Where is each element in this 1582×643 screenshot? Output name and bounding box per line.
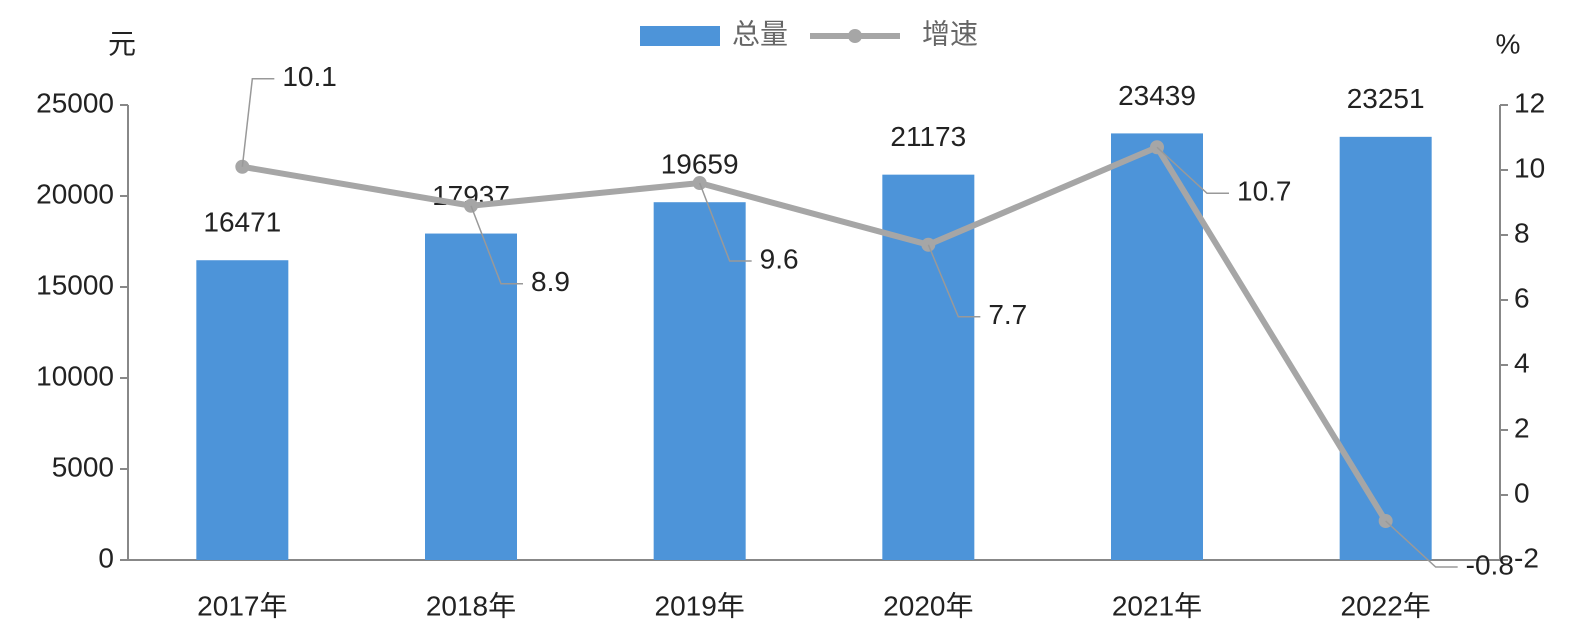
bar-value-label: 21173 bbox=[890, 121, 966, 152]
bar bbox=[1111, 133, 1203, 560]
y2-tick-label: 6 bbox=[1514, 282, 1530, 313]
bar-value-label: 23439 bbox=[1118, 80, 1196, 111]
x-tick-label: 2021年 bbox=[1112, 590, 1202, 621]
y2-tick-label: -2 bbox=[1514, 542, 1539, 573]
legend-swatch bbox=[640, 26, 720, 46]
bar bbox=[425, 233, 517, 560]
line-value-label: 10.1 bbox=[282, 61, 337, 92]
y-tick-label: 5000 bbox=[52, 451, 114, 482]
x-tick-label: 2020年 bbox=[883, 590, 973, 621]
leader-line bbox=[470, 205, 523, 285]
bar bbox=[653, 202, 746, 560]
y-tick-label: 0 bbox=[98, 542, 114, 573]
leader-line bbox=[698, 182, 752, 262]
y2-tick-label: 4 bbox=[1514, 347, 1530, 378]
y2-axis-label: % bbox=[1496, 28, 1521, 59]
leader-line bbox=[241, 78, 275, 167]
y-tick-label: 20000 bbox=[36, 178, 114, 209]
leader-line bbox=[1385, 520, 1458, 568]
leader-line bbox=[1156, 146, 1229, 194]
leader-line bbox=[927, 244, 981, 318]
y-axis-label: 元 bbox=[108, 28, 136, 59]
x-tick-label: 2019年 bbox=[655, 590, 745, 621]
x-tick-label: 2017年 bbox=[197, 590, 287, 621]
legend-marker bbox=[848, 29, 862, 43]
line-value-label: -0.8 bbox=[1466, 549, 1514, 580]
bar-value-label: 16471 bbox=[203, 207, 281, 238]
line-value-label: 10.7 bbox=[1237, 176, 1292, 207]
bar bbox=[196, 260, 289, 560]
bar bbox=[1339, 136, 1432, 561]
y2-tick-label: 8 bbox=[1514, 217, 1530, 248]
legend-label: 总量 bbox=[732, 18, 788, 49]
line-value-label: 7.7 bbox=[988, 299, 1027, 330]
y-tick-label: 10000 bbox=[36, 360, 114, 391]
x-tick-label: 2018年 bbox=[426, 590, 516, 621]
bar-value-label: 19659 bbox=[661, 149, 739, 180]
y2-tick-label: 10 bbox=[1514, 152, 1545, 183]
y-tick-label: 15000 bbox=[36, 269, 114, 300]
bar-value-label: 23251 bbox=[1347, 83, 1425, 114]
line-value-label: 9.6 bbox=[760, 243, 799, 274]
line-value-label: 8.9 bbox=[531, 266, 570, 297]
line bbox=[241, 143, 1389, 523]
legend-label: 增速 bbox=[922, 18, 978, 49]
y2-tick-label: 0 bbox=[1514, 477, 1530, 508]
y2-tick-label: 2 bbox=[1514, 412, 1530, 443]
x-tick-label: 2022年 bbox=[1341, 590, 1431, 621]
y-tick-label: 25000 bbox=[36, 87, 114, 118]
y2-tick-label: 12 bbox=[1514, 87, 1545, 118]
